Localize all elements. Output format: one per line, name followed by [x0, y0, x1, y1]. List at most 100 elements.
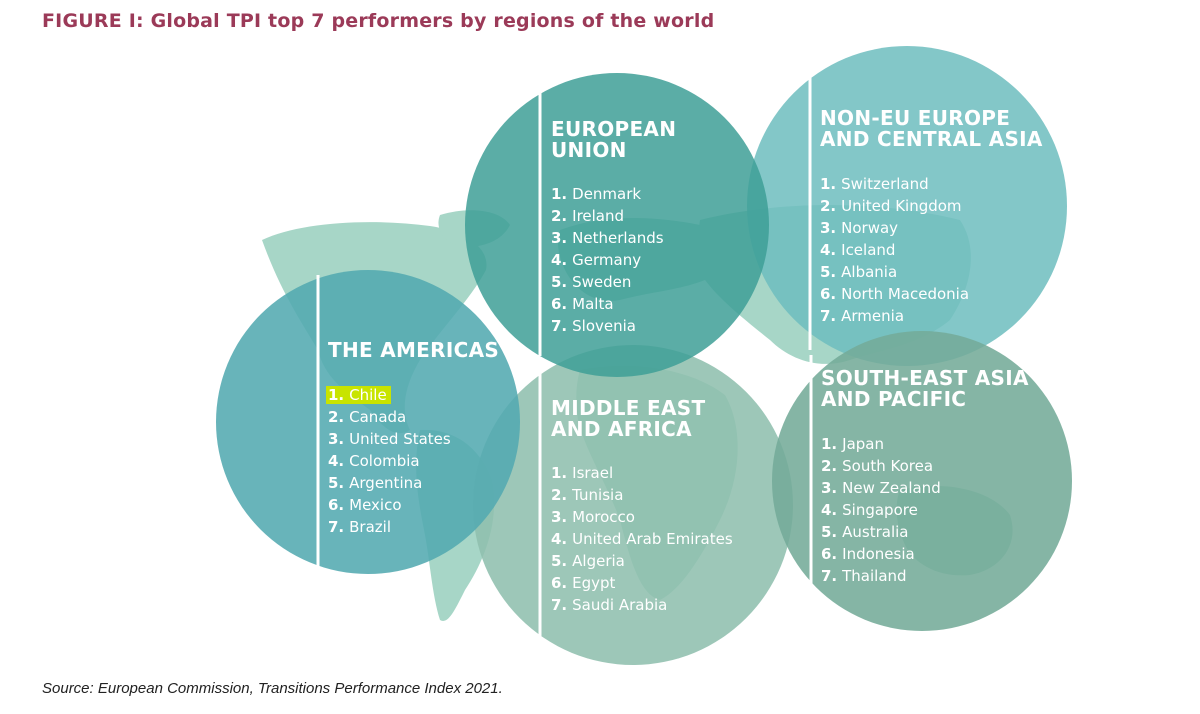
ranking-item: 5. Argentina — [328, 472, 499, 494]
ranking-item: 6. Malta — [551, 293, 676, 315]
country-name: Algeria — [572, 552, 625, 570]
country-name: North Macedonia — [841, 285, 970, 303]
rank-number: 5. — [551, 273, 568, 291]
ranking-item: 6. North Macedonia — [820, 283, 1043, 305]
ranking-item: 6. Mexico — [328, 494, 499, 516]
region-title-line: AND CENTRAL ASIA — [820, 127, 1043, 151]
country-name: Indonesia — [842, 545, 915, 563]
ranking-item: 2. South Korea — [821, 455, 1029, 477]
rank-number: 1. — [551, 185, 568, 203]
region-title-line: THE AMERICAS — [328, 338, 500, 362]
country-name: Japan — [842, 435, 884, 453]
country-name: Ireland — [572, 207, 625, 225]
rank-number: 2. — [328, 408, 345, 426]
region-title-non-eu-europe: NON-EU EUROPE AND CENTRAL ASIA — [820, 108, 1043, 150]
rank-number: 6. — [820, 285, 837, 303]
ranking-item: 2. Canada — [328, 406, 499, 428]
country-name: Albania — [841, 263, 898, 281]
ranking-item: 5. Albania — [820, 261, 1043, 283]
region-title-line: NON-EU EUROPE — [820, 106, 1011, 130]
region-title-line: UNION — [551, 138, 627, 162]
rank-number: 2. — [821, 457, 838, 475]
ranking-item: 7. Armenia — [820, 305, 1043, 327]
country-name: New Zealand — [842, 479, 941, 497]
country-name: Sweden — [572, 273, 632, 291]
country-name: Egypt — [572, 574, 616, 592]
rank-number: 1. — [820, 175, 837, 193]
country-name: Thailand — [842, 567, 907, 585]
country-name: United Kingdom — [841, 197, 962, 215]
rank-number: 5. — [551, 552, 568, 570]
region-title-line: MIDDLE EAST — [551, 396, 706, 420]
ranking-item: 5. Australia — [821, 521, 1029, 543]
ranking-item: 7. Brazil — [328, 516, 499, 538]
ranking-list: 1. Chile 2. Canada 3. United States 4. Colom… — [326, 384, 499, 538]
region-european-union: EUROPEAN UNION 1. Denmark 2. Ireland 3. Net… — [551, 119, 676, 337]
rank-number: 3. — [551, 229, 568, 247]
ranking-item: 4. Iceland — [820, 239, 1043, 261]
rank-number: 5. — [821, 523, 838, 541]
rank-number: 7. — [328, 518, 345, 536]
country-name: Netherlands — [572, 229, 664, 247]
country-name: South Korea — [842, 457, 934, 475]
ranking-list: 1. Israel 2. Tunisia 3. Morocco 4. United Ar… — [551, 462, 733, 616]
rank-number: 7. — [821, 567, 838, 585]
ranking-item-highlighted: 1. Chile — [326, 384, 499, 406]
ranking-item: 7. Saudi Arabia — [551, 594, 733, 616]
rank-number: 4. — [820, 241, 837, 259]
rank-number: 3. — [821, 479, 838, 497]
rank-number: 4. — [551, 251, 568, 269]
circle-south-east-asia — [772, 331, 1072, 631]
region-title-european-union: EUROPEAN UNION — [551, 119, 676, 161]
region-americas: THE AMERICAS 1. Chile 2. Canada 3. United S… — [326, 338, 500, 538]
country-name: Slovenia — [572, 317, 636, 335]
rank-number: 2. — [820, 197, 837, 215]
country-name: United States — [349, 430, 451, 448]
rank-number: 7. — [820, 307, 837, 325]
country-name: Malta — [572, 295, 614, 313]
ranking-item: 3. Netherlands — [551, 227, 676, 249]
circle-middle-east-africa — [473, 345, 793, 665]
divider-lines — [316, 70, 813, 636]
figure-title: FIGURE I: Global TPI top 7 performers by… — [42, 10, 715, 32]
rank-number: 4. — [821, 501, 838, 519]
country-name: Switzerland — [841, 175, 929, 193]
ranking-item: 4. Singapore — [821, 499, 1029, 521]
country-name: Argentina — [349, 474, 423, 492]
country-name: Canada — [349, 408, 407, 426]
rank-number: 2. — [551, 486, 568, 504]
rank-number: 5. — [820, 263, 837, 281]
country-name: Denmark — [572, 185, 642, 203]
rank-number: 1. — [821, 435, 838, 453]
country-name: United Arab Emirates — [572, 530, 733, 548]
highlight-marker: 1. Chile — [326, 386, 391, 404]
rank-number: 3. — [551, 508, 568, 526]
ranking-item: 3. New Zealand — [821, 477, 1029, 499]
ranking-list: 1. Denmark 2. Ireland 3. Netherlands 4. Germ… — [551, 183, 676, 337]
rank-number: 2. — [551, 207, 568, 225]
ranking-item: 1. Switzerland — [820, 173, 1043, 195]
rank-number: 4. — [551, 530, 568, 548]
country-name: Australia — [842, 523, 909, 541]
ranking-item: 6. Indonesia — [821, 543, 1029, 565]
rank-number: 1. — [328, 386, 345, 404]
source-note: Source: European Commission, Transitions… — [42, 680, 503, 697]
ranking-item: 4. Colombia — [328, 450, 499, 472]
ranking-item: 1. Denmark — [551, 183, 676, 205]
country-name: Iceland — [841, 241, 896, 259]
rank-number: 7. — [551, 317, 568, 335]
ranking-item: 6. Egypt — [551, 572, 733, 594]
country-name: Morocco — [572, 508, 635, 526]
rank-number: 6. — [551, 295, 568, 313]
ranking-item: 4. Germany — [551, 249, 676, 271]
ranking-item: 5. Sweden — [551, 271, 676, 293]
rank-number: 6. — [551, 574, 568, 592]
country-name: Israel — [572, 464, 614, 482]
region-title-middle-east-africa: MIDDLE EAST AND AFRICA — [551, 398, 733, 440]
ranking-item: 2. Tunisia — [551, 484, 733, 506]
circle-americas — [216, 270, 520, 574]
country-name: Saudi Arabia — [572, 596, 668, 614]
region-middle-east-africa: MIDDLE EAST AND AFRICA 1. Israel 2. Tunisi… — [551, 398, 733, 616]
region-title-line: AND AFRICA — [551, 417, 692, 441]
